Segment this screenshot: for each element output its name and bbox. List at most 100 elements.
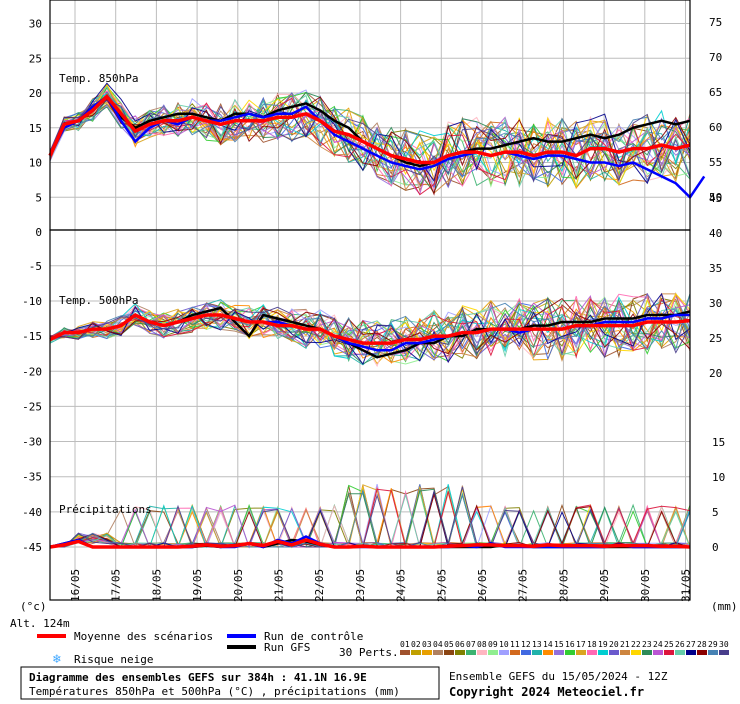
member-color-swatch	[532, 650, 542, 655]
t850-member-line	[49, 90, 691, 192]
t500-mean-line	[49, 312, 691, 345]
member-number-label: 11	[510, 640, 520, 649]
t850-left-tick-label: 5	[35, 191, 42, 204]
member-number-label: 01	[400, 640, 410, 649]
right-axis-unit: (mm)	[711, 600, 738, 613]
date-tick-label: 22/05	[313, 569, 326, 602]
member-color-swatch	[719, 650, 729, 655]
t850-right-tick-label: 55	[709, 156, 722, 169]
member-color-swatch	[554, 650, 564, 655]
member-color-swatch	[598, 650, 608, 655]
t850-right-tick-label: 50	[709, 191, 722, 204]
precip-right-tick-label: 0	[712, 541, 719, 554]
member-number-label: 20	[609, 640, 619, 649]
legend-members-label: 30 Perts.	[339, 646, 399, 659]
t850-left-tick-label: 10	[29, 157, 42, 170]
t500-right-tick-label: 45	[709, 192, 722, 205]
date-tick-label: 24/05	[395, 569, 408, 602]
member-number-label: 06	[455, 640, 465, 649]
date-tick-label: 18/05	[150, 569, 163, 602]
t850-member-line	[49, 93, 691, 186]
member-number-label: 19	[598, 640, 608, 649]
member-number-label: 09	[488, 640, 498, 649]
member-color-swatch	[620, 650, 630, 655]
member-number-label: 13	[532, 640, 542, 649]
t850-member-line	[49, 100, 691, 183]
member-number-label: 15	[554, 640, 564, 649]
t850-left-tick-label: 30	[29, 18, 42, 31]
member-number-label: 24	[653, 640, 663, 649]
axis-labels: 16/05 17/05 18/05 19/05 20/05 21/05 22/05 23/05…	[22, 16, 725, 602]
member-color-swatch	[499, 650, 509, 655]
member-number-label: 27	[686, 640, 696, 649]
t500-member-line	[49, 298, 691, 359]
member-number-label: 10	[499, 640, 509, 649]
member-number-label: 29	[708, 640, 718, 649]
member-number-label: 17	[576, 640, 586, 649]
t850-right-tick-label: 60	[709, 121, 722, 134]
date-tick-label: 21/05	[273, 569, 286, 602]
copyright-label: Copyright 2024 Meteociel.fr	[449, 685, 644, 699]
precip-right-tick-label: 5	[712, 506, 719, 519]
date-tick-label: 19/05	[191, 569, 204, 602]
date-tick-label: 17/05	[110, 569, 123, 602]
date-tick-label: 26/05	[476, 569, 489, 602]
precip-mean-line	[49, 538, 691, 549]
member-color-swatch	[642, 650, 652, 655]
t500-member-line	[49, 297, 691, 355]
t500-right-tick-label: 30	[709, 297, 722, 310]
date-tick-label: 29/05	[598, 569, 611, 602]
member-number-label: 12	[521, 640, 531, 649]
member-number-label: 14	[543, 640, 553, 649]
left-axis-unit: (°c)	[20, 600, 47, 613]
precip-member-line	[50, 486, 690, 548]
member-color-swatch	[576, 650, 586, 655]
member-number-label: 30	[719, 640, 729, 649]
t500-right-tick-label: 25	[709, 332, 722, 345]
info-title: Diagramme des ensembles GEFS sur 384h : …	[29, 671, 367, 684]
date-tick-label: 23/05	[354, 569, 367, 602]
member-number-label: 04	[433, 640, 443, 649]
t500-right-tick-label: 40	[709, 227, 722, 240]
legend-control-label: Run de contrôle	[264, 630, 363, 643]
date-tick-label: 16/05	[69, 569, 82, 602]
member-number-label: 21	[620, 640, 630, 649]
member-number-label: 07	[466, 640, 476, 649]
t500-left-tick-label: -30	[22, 436, 42, 449]
date-tick-label: 28/05	[557, 569, 570, 602]
t850-label: Temp. 850hPa	[59, 72, 138, 85]
member-number-label: 28	[697, 640, 707, 649]
altitude-label: Alt. 124m	[10, 617, 70, 630]
member-number-label: 05	[444, 640, 454, 649]
member-color-swatch	[411, 650, 421, 655]
member-number-label: 26	[675, 640, 685, 649]
member-number-label: 08	[477, 640, 487, 649]
member-color-swatch	[565, 650, 575, 655]
t500-left-tick-label: -45	[22, 541, 42, 554]
member-color-swatch	[422, 650, 432, 655]
member-color-swatch	[697, 650, 707, 655]
member-color-swatch	[587, 650, 597, 655]
t850-left-tick-label: 25	[29, 52, 42, 65]
t500-left-tick-label: -35	[22, 471, 42, 484]
t500-left-tick-label: -5	[29, 260, 42, 273]
t850-left-tick-label: 20	[29, 87, 42, 100]
date-tick-label: 27/05	[517, 569, 530, 602]
run-label: Ensemble GEFS du 15/05/2024 - 12Z	[449, 670, 668, 683]
info-box	[20, 666, 440, 700]
precip-right-tick-label: 15	[712, 436, 725, 449]
member-color-swatch	[433, 650, 443, 655]
member-color-swatch	[466, 650, 476, 655]
member-color-swatch	[653, 650, 663, 655]
member-color-swatch	[543, 650, 553, 655]
member-color-swatch	[400, 650, 410, 655]
date-tick-label: 20/05	[232, 569, 245, 602]
main-series	[48, 93, 706, 549]
t850-right-tick-label: 75	[709, 16, 722, 29]
legend-snow-label: Risque neige	[74, 653, 153, 666]
t850-left-tick-label: 0	[35, 226, 42, 239]
member-color-legend: 01 02 03 04 05 06 07 08 09 10 11 12 13 14 15 16 17 18 19 20…	[400, 640, 729, 655]
t500-left-tick-label: -40	[22, 506, 42, 519]
t500-right-tick-label: 20	[709, 367, 722, 380]
